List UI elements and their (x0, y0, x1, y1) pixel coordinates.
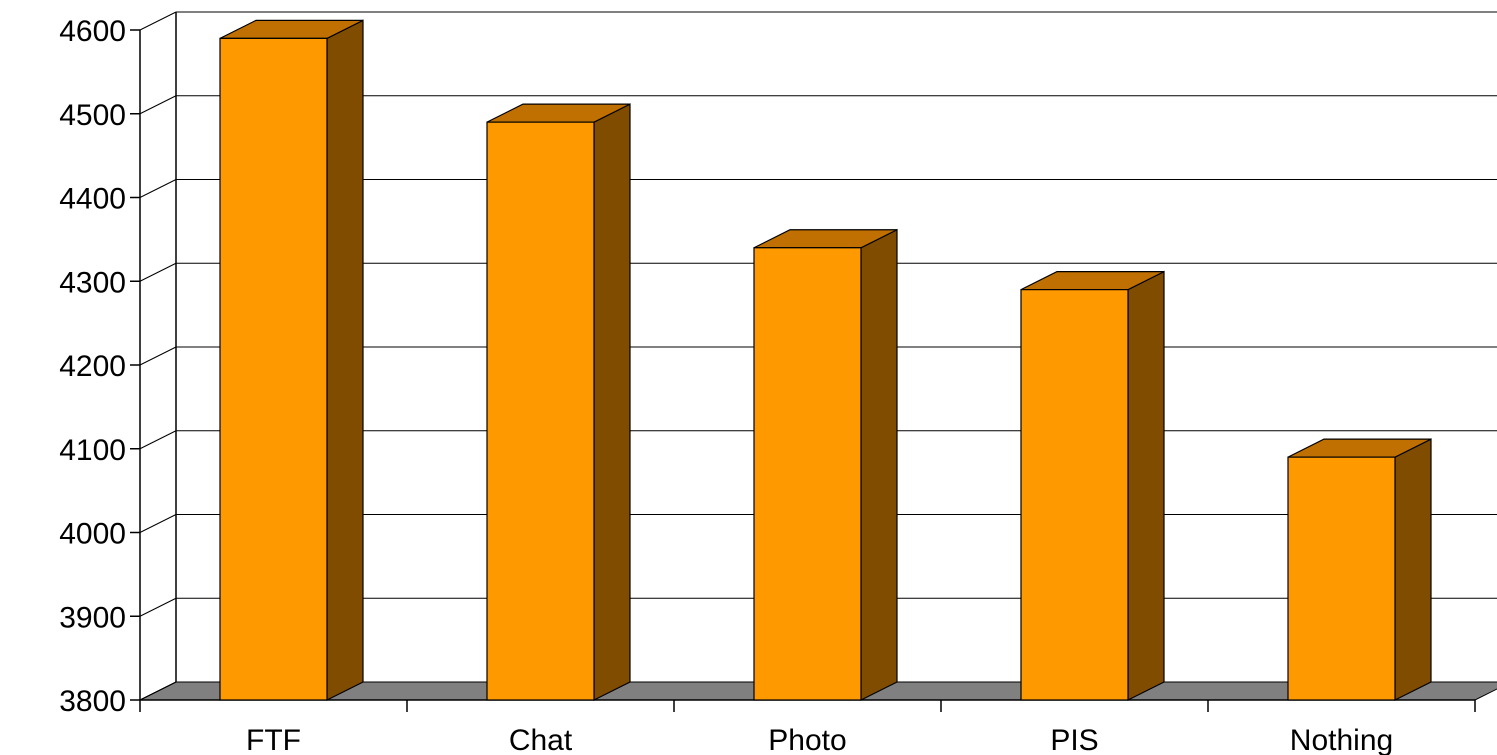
gridline-side (139, 597, 177, 617)
x-tick-label: PIS (1050, 724, 1098, 755)
gridline-side (139, 11, 177, 31)
bar-side-face (326, 19, 364, 701)
y-tick-label: 4600 (59, 15, 126, 48)
gridline-side (139, 95, 177, 115)
y-tick-label: 4200 (59, 350, 126, 383)
y-tick-label: 4100 (59, 434, 126, 467)
y-tick-label: 4300 (59, 266, 126, 299)
bar-nothing (1287, 438, 1432, 701)
bar-side-face (860, 228, 898, 701)
x-tick-labels: FTF Chat Photo PIS Nothing (246, 724, 1393, 755)
bar-photo (753, 228, 898, 701)
bar-side-face (593, 103, 631, 701)
bar-front-face (1020, 289, 1129, 701)
gridline-side (139, 262, 177, 282)
y-tick-label: 3800 (59, 685, 126, 718)
y-tick-label: 3900 (59, 601, 126, 634)
bar-side-face (1394, 438, 1432, 701)
gridline-side (139, 681, 177, 701)
x-tick-label: FTF (246, 724, 301, 755)
bar-chat (486, 103, 631, 701)
bar-front-face (219, 37, 328, 701)
y-tick-labels: 3800 3900 4000 4100 4200 4300 4400 4500 4600 (59, 15, 126, 718)
x-tick-label: Chat (509, 724, 573, 755)
gridline-side (139, 179, 177, 198)
x-tick-label: Nothing (1290, 724, 1393, 755)
bars (219, 19, 1432, 701)
bar-front-face (1287, 456, 1396, 701)
y-tick-label: 4400 (59, 183, 126, 216)
bar-ftf (219, 19, 364, 701)
gridline-side (139, 346, 177, 366)
bar-front-face (486, 121, 595, 701)
bar-pis (1020, 270, 1165, 701)
gridline-side (139, 430, 177, 450)
y-tick-label: 4500 (59, 99, 126, 132)
x-tick-label: Photo (768, 724, 846, 755)
gridline-side (139, 514, 177, 533)
bar-side-face (1127, 270, 1165, 701)
bar-front-face (753, 247, 862, 701)
y-tick-label: 4000 (59, 518, 126, 551)
